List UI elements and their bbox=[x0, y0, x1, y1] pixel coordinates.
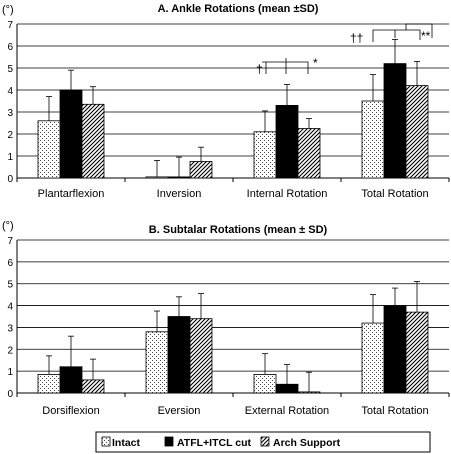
bar-cut-inversion bbox=[167, 176, 191, 179]
subtalar-rotations-panel: B. Subtalar Rotations (mean ± SD) (°) 0 1… bbox=[2, 220, 450, 417]
legend-label-arch-support: Arch Support bbox=[273, 437, 341, 449]
y-tick-label: 5 bbox=[7, 280, 13, 291]
y-tick-label: 5 bbox=[7, 64, 13, 75]
y-tick-label: 3 bbox=[7, 323, 13, 334]
bar-arch-support-eversion bbox=[189, 318, 213, 394]
y-tick-label: 0 bbox=[7, 389, 13, 400]
category-label: External Rotation bbox=[245, 405, 329, 417]
dagger-marker: † bbox=[256, 62, 263, 76]
bar-arch-support-internal-rotation bbox=[297, 128, 321, 179]
panel-b-title: B. Subtalar Rotations (mean ± SD) bbox=[149, 224, 328, 236]
category-label: Internal Rotation bbox=[247, 188, 328, 200]
bar-intact-inversion bbox=[145, 176, 169, 179]
double-asterisk-marker: ** bbox=[421, 29, 431, 43]
bar-intact-plantarflexion bbox=[37, 120, 61, 179]
y-tick-label: 4 bbox=[7, 302, 13, 313]
y-tick-label: 2 bbox=[7, 130, 13, 141]
legend-label-intact: Intact bbox=[112, 437, 141, 449]
y-tick-label: 7 bbox=[7, 20, 13, 31]
bar-cut-eversion bbox=[167, 316, 191, 394]
bar-cut-total-rotation bbox=[383, 63, 407, 179]
y-tick-label: 6 bbox=[7, 42, 13, 53]
y-tick-label: 0 bbox=[7, 174, 13, 185]
bar-arch-support-total-rotation bbox=[405, 85, 429, 179]
legend-swatch-arch-support bbox=[260, 436, 270, 447]
bar-arch-support-inversion bbox=[189, 161, 213, 179]
legend-label-cut: ATFL+ITCL cut bbox=[177, 437, 251, 449]
bar-cut-total-rotation bbox=[383, 305, 407, 394]
y-tick-label: 7 bbox=[7, 236, 13, 247]
bar-cut-dorsiflexion bbox=[59, 366, 83, 394]
panel-b-y-unit: (°) bbox=[2, 220, 14, 232]
bar-intact-total-rotation bbox=[361, 100, 385, 179]
significance-internal-rotation: † * bbox=[256, 56, 318, 76]
y-tick-label: 4 bbox=[7, 86, 13, 97]
category-label: Inversion bbox=[157, 188, 202, 200]
panel-a-y-unit: (°) bbox=[2, 4, 14, 16]
legend-swatch-cut bbox=[164, 436, 174, 447]
bar-intact-external-rotation bbox=[253, 374, 277, 394]
asterisk-marker: * bbox=[313, 56, 318, 70]
bar-intact-eversion bbox=[145, 331, 169, 394]
bar-cut-plantarflexion bbox=[59, 89, 83, 179]
y-tick-label: 1 bbox=[7, 152, 13, 163]
significance-total-rotation: †† ** bbox=[350, 23, 433, 45]
panel-a-title: A. Ankle Rotations (mean ±SD) bbox=[158, 3, 319, 15]
legend: Intact ATFL+ITCL cut Arch Support bbox=[95, 431, 431, 453]
y-tick-label: 6 bbox=[7, 258, 13, 269]
ankle-rotations-panel: A. Ankle Rotations (mean ±SD) (°) 0 1 2 3 4 5… bbox=[2, 3, 450, 200]
double-dagger-marker: †† bbox=[350, 31, 363, 45]
category-label: Plantarflexion bbox=[38, 188, 105, 200]
y-tick-label: 3 bbox=[7, 108, 13, 119]
legend-swatch-intact bbox=[101, 436, 111, 447]
category-label: Total Rotation bbox=[361, 188, 428, 200]
category-label: Eversion bbox=[158, 405, 201, 417]
category-label: Dorsiflexion bbox=[42, 405, 99, 417]
bar-arch-support-dorsiflexion bbox=[81, 379, 105, 394]
y-tick-label: 2 bbox=[7, 345, 13, 356]
bar-intact-dorsiflexion bbox=[37, 374, 61, 394]
bar-intact-internal-rotation bbox=[253, 131, 277, 179]
category-label: Total Rotation bbox=[361, 405, 428, 417]
bar-intact-total-rotation bbox=[361, 322, 385, 394]
bar-arch-support-plantarflexion bbox=[81, 103, 105, 179]
bar-arch-support-total-rotation bbox=[405, 311, 429, 394]
y-tick-label: 1 bbox=[7, 367, 13, 378]
bar-cut-internal-rotation bbox=[275, 105, 299, 179]
bar-cut-external-rotation bbox=[275, 383, 299, 394]
bar-arch-support-external-rotation bbox=[297, 391, 321, 394]
